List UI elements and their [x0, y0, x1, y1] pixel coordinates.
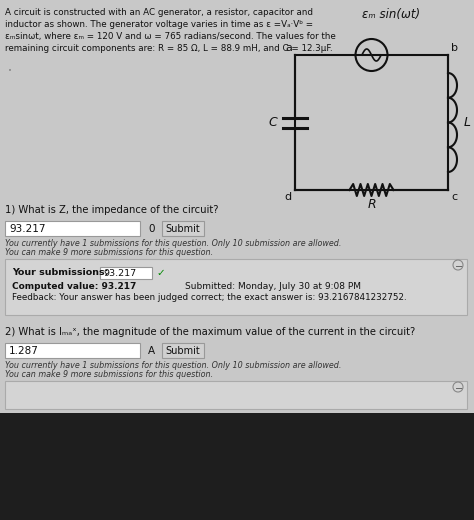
Text: d: d — [285, 192, 292, 202]
Text: c: c — [451, 192, 457, 202]
Text: 0: 0 — [148, 224, 155, 233]
FancyBboxPatch shape — [100, 267, 152, 279]
Text: −: − — [455, 262, 463, 272]
Text: b: b — [451, 43, 458, 53]
Text: You currently have 1 submissions for this question. Only 10 submission are allow: You currently have 1 submissions for thi… — [5, 361, 341, 370]
FancyBboxPatch shape — [5, 343, 140, 358]
Text: Submit: Submit — [165, 224, 201, 233]
Text: 93.217: 93.217 — [9, 224, 46, 233]
Text: 93.217: 93.217 — [103, 268, 136, 278]
Text: remaining circuit components are: R = 85 Ω, L = 88.9 mH, and C = 12.3μF.: remaining circuit components are: R = 85… — [5, 44, 333, 53]
Text: 1.287: 1.287 — [9, 345, 39, 356]
Text: L: L — [464, 116, 471, 129]
Text: A circuit is constructed with an AC generator, a resistor, capacitor and: A circuit is constructed with an AC gene… — [5, 8, 313, 17]
FancyBboxPatch shape — [0, 413, 474, 520]
Text: −: − — [455, 384, 463, 394]
FancyBboxPatch shape — [162, 343, 204, 358]
Text: εₘsinωt, where εₘ = 120 V and ω = 765 radians/second. The values for the: εₘsinωt, where εₘ = 120 V and ω = 765 ra… — [5, 32, 336, 41]
Text: •: • — [8, 68, 12, 74]
Text: C: C — [268, 116, 277, 129]
Text: A: A — [148, 345, 155, 356]
Text: ✓: ✓ — [156, 268, 165, 278]
Text: a: a — [285, 43, 292, 53]
Text: inductor as shown. The generator voltage varies in time as ε =Vₐ·Vᵇ =: inductor as shown. The generator voltage… — [5, 20, 313, 29]
FancyBboxPatch shape — [5, 259, 467, 315]
Text: You can make 9 more submissions for this question.: You can make 9 more submissions for this… — [5, 248, 213, 257]
Text: Computed value: 93.217: Computed value: 93.217 — [12, 282, 137, 291]
Text: You currently have 1 submissions for this question. Only 10 submission are allow: You currently have 1 submissions for thi… — [5, 239, 341, 248]
Text: Your submissions:: Your submissions: — [12, 268, 109, 277]
Text: You can make 9 more submissions for this question.: You can make 9 more submissions for this… — [5, 370, 213, 379]
Text: εₘ sin(ωt): εₘ sin(ωt) — [363, 8, 420, 21]
Text: Submitted: Monday, July 30 at 9:08 PM: Submitted: Monday, July 30 at 9:08 PM — [185, 282, 361, 291]
Text: R: R — [367, 198, 376, 211]
Text: Submit: Submit — [165, 345, 201, 356]
FancyBboxPatch shape — [5, 221, 140, 236]
Text: 2) What is Iₘₐˣ, the magnitude of the maximum value of the current in the circui: 2) What is Iₘₐˣ, the magnitude of the ma… — [5, 327, 415, 337]
Text: Feedback: Your answer has been judged correct; the exact answer is: 93.216784123: Feedback: Your answer has been judged co… — [12, 293, 407, 302]
Text: 1) What is Z, the impedance of the circuit?: 1) What is Z, the impedance of the circu… — [5, 205, 219, 215]
FancyBboxPatch shape — [162, 221, 204, 236]
FancyBboxPatch shape — [5, 381, 467, 409]
